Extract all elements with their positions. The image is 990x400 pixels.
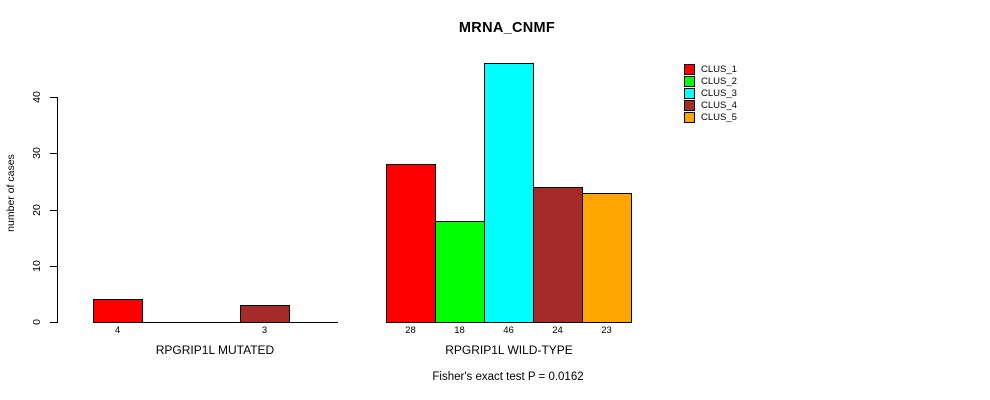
bar-value-label: 23 <box>601 325 612 336</box>
legend-entry: CLUS_5 <box>684 111 737 123</box>
legend-label: CLUS_4 <box>701 99 737 111</box>
bar-value-label: 18 <box>454 325 465 336</box>
x-group-label-mutated: RPGRIP1L MUTATED <box>155 343 275 357</box>
fisher-test-footnote: Fisher's exact test P = 0.0162 <box>432 371 584 383</box>
legend-entry: CLUS_4 <box>684 99 737 111</box>
legend: CLUS_1 CLUS_2 CLUS_3 CLUS_4 CLUS_5 <box>684 63 737 123</box>
group-baseline <box>93 322 338 323</box>
legend-entry: CLUS_1 <box>684 63 737 75</box>
y-tick-label: 20 <box>31 204 43 216</box>
y-tick-mark <box>50 266 57 267</box>
legend-label: CLUS_2 <box>701 75 737 87</box>
legend-swatch-clus_5 <box>684 111 695 123</box>
y-axis-title: number of cases <box>5 154 17 232</box>
y-tick-label: 30 <box>31 147 43 159</box>
bar-value-label: 46 <box>503 325 514 336</box>
legend-swatch-clus_1 <box>684 63 695 75</box>
bar-value-label: 24 <box>552 325 563 336</box>
legend-label: CLUS_5 <box>701 111 737 123</box>
bar-clus_5-group2 <box>582 193 632 323</box>
y-tick-label: 0 <box>31 319 43 325</box>
bar-clus_1-group1 <box>93 299 143 323</box>
y-tick-label: 40 <box>31 91 43 103</box>
legend-swatch-clus_3 <box>684 87 695 99</box>
y-tick-mark <box>50 210 57 211</box>
y-tick-mark <box>50 97 57 98</box>
bar-value-label: 28 <box>405 325 416 336</box>
chart-title: MRNA_CNMF <box>458 20 556 36</box>
y-tick-mark <box>50 153 57 154</box>
legend-entry: CLUS_3 <box>684 87 737 99</box>
bar-clus_4-group2 <box>533 187 583 323</box>
y-axis-line <box>57 97 58 323</box>
x-group-label-wild-type: RPGRIP1L WILD-TYPE <box>445 343 573 357</box>
bar-clus_1-group2 <box>386 164 436 323</box>
legend-entry: CLUS_2 <box>684 75 737 87</box>
bar-value-label: 4 <box>114 325 121 336</box>
y-tick-label: 10 <box>31 260 43 272</box>
y-tick-mark <box>50 322 57 323</box>
legend-swatch-clus_2 <box>684 75 695 87</box>
bar-clus_4-group1 <box>240 305 290 323</box>
bar-clus_2-group2 <box>435 221 485 323</box>
legend-label: CLUS_3 <box>701 87 737 99</box>
legend-label: CLUS_1 <box>701 63 737 75</box>
bar-value-label: 3 <box>261 325 268 336</box>
legend-swatch-clus_4 <box>684 99 695 111</box>
bar-clus_3-group2 <box>484 63 534 323</box>
